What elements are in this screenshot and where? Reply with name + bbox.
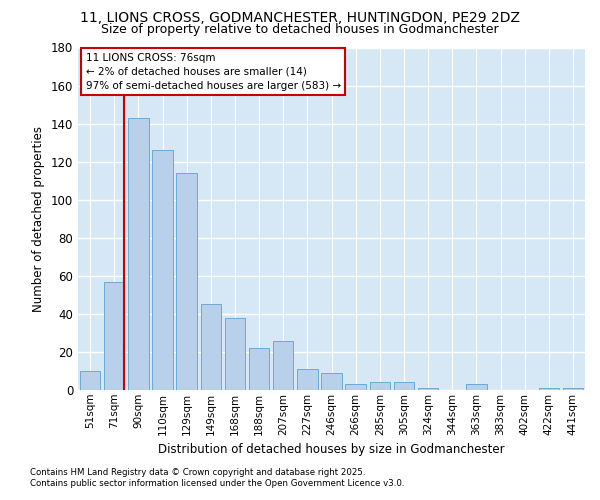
Bar <box>152 150 173 390</box>
Bar <box>200 304 221 390</box>
Bar <box>563 388 583 390</box>
Bar <box>370 382 390 390</box>
Bar <box>176 173 197 390</box>
Bar <box>273 340 293 390</box>
Bar <box>128 118 149 390</box>
Bar <box>466 384 487 390</box>
Bar <box>297 369 317 390</box>
Bar <box>104 282 124 390</box>
Text: Contains HM Land Registry data © Crown copyright and database right 2025.
Contai: Contains HM Land Registry data © Crown c… <box>30 468 404 487</box>
Y-axis label: Number of detached properties: Number of detached properties <box>32 126 45 312</box>
X-axis label: Distribution of detached houses by size in Godmanchester: Distribution of detached houses by size … <box>158 443 505 456</box>
Text: Size of property relative to detached houses in Godmanchester: Size of property relative to detached ho… <box>101 22 499 36</box>
Bar <box>418 388 439 390</box>
Bar <box>346 384 366 390</box>
Bar <box>224 318 245 390</box>
Text: 11 LIONS CROSS: 76sqm
← 2% of detached houses are smaller (14)
97% of semi-detac: 11 LIONS CROSS: 76sqm ← 2% of detached h… <box>86 52 341 90</box>
Bar <box>321 373 342 390</box>
Text: 11, LIONS CROSS, GODMANCHESTER, HUNTINGDON, PE29 2DZ: 11, LIONS CROSS, GODMANCHESTER, HUNTINGD… <box>80 11 520 25</box>
Bar <box>80 371 100 390</box>
Bar <box>394 382 414 390</box>
Bar <box>539 388 559 390</box>
Bar <box>249 348 269 390</box>
